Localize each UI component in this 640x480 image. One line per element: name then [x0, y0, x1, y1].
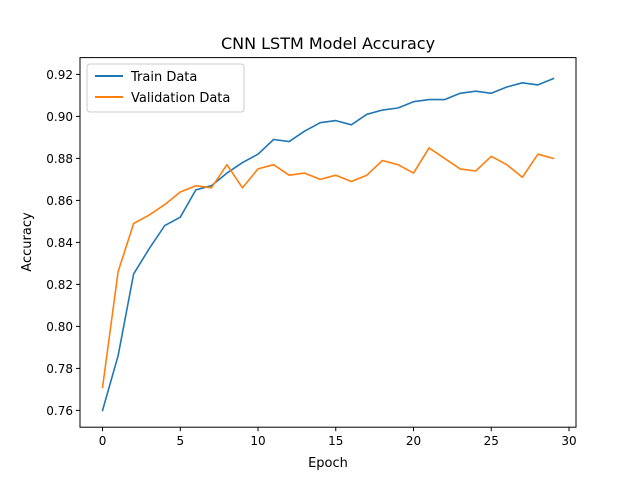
y-tick-label: 0.78 — [46, 362, 73, 376]
legend: Train Data Validation Data — [86, 63, 245, 113]
y-tick-label: 0.92 — [46, 68, 73, 82]
x-tick-label: 0 — [99, 434, 107, 448]
x-tick-label: 15 — [328, 434, 343, 448]
series-line-validation — [101, 147, 555, 389]
legend-label-validation: Validation Data — [131, 91, 230, 106]
y-axis-label: Accuracy — [20, 212, 35, 272]
y-tick-label: 0.76 — [46, 404, 73, 418]
y-axis-ticks: 0.76 0.78 0.80 0.82 0.84 0.86 0.88 0.90 0.92 — [46, 68, 80, 418]
legend-box — [86, 63, 245, 113]
y-tick-label: 0.84 — [46, 236, 73, 250]
y-tick-label: 0.90 — [46, 110, 73, 124]
y-tick-label: 0.80 — [46, 320, 73, 334]
y-tick-label: 0.82 — [46, 278, 73, 292]
x-axis-ticks: 0 5 10 15 20 25 30 — [99, 427, 577, 448]
x-tick-label: 20 — [406, 434, 421, 448]
series-layer — [101, 77, 555, 412]
legend-label-train: Train Data — [130, 70, 197, 85]
y-tick-label: 0.88 — [46, 152, 73, 166]
series-line-train — [101, 77, 555, 412]
x-tick-label: 10 — [250, 434, 265, 448]
y-tick-label: 0.86 — [46, 194, 73, 208]
x-tick-label: 5 — [176, 434, 184, 448]
x-tick-label: 25 — [484, 434, 499, 448]
chart-title: CNN LSTM Model Accuracy — [221, 34, 435, 53]
x-axis-label: Epoch — [308, 456, 348, 471]
x-tick-label: 30 — [561, 434, 576, 448]
